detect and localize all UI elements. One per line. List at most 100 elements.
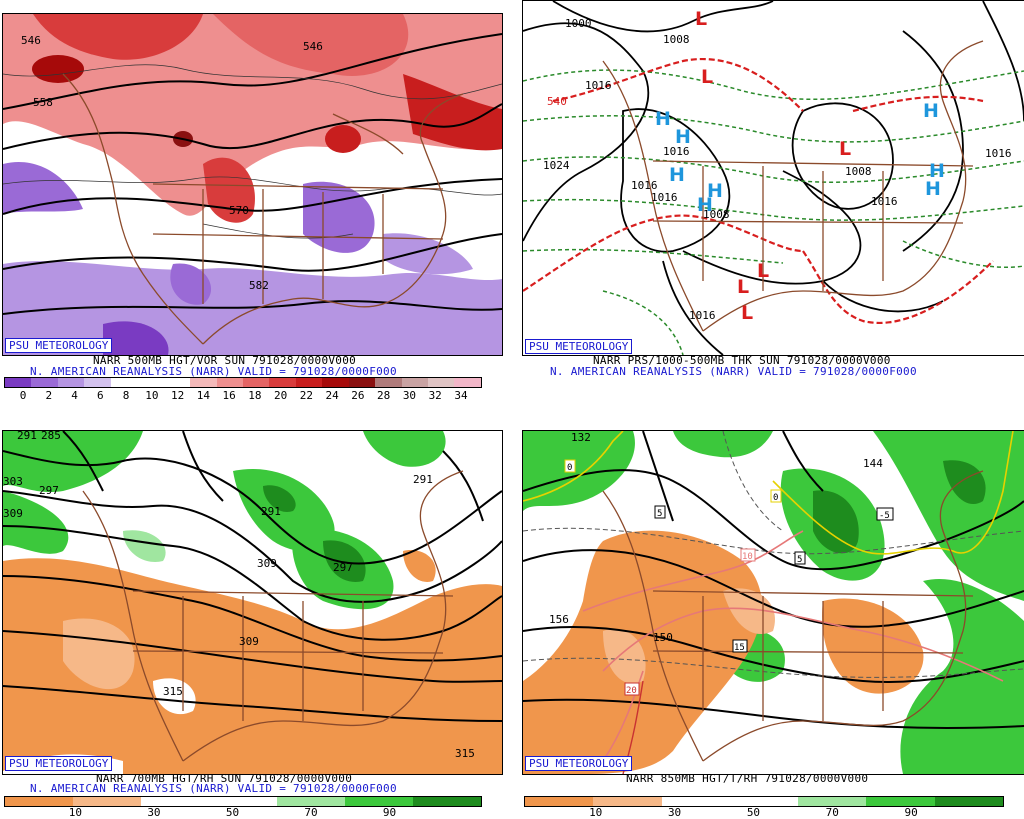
colorbar-swatch [866, 797, 935, 806]
colorbar-tick-label: 10 [68, 806, 83, 819]
map-500mb-graphic: 546 558 546 570 582 [3, 14, 502, 355]
rh-colorbar [524, 796, 1004, 807]
temperature-label: 20 [626, 686, 637, 696]
colorbar-tick-label: 0 [19, 389, 27, 402]
high-pressure-marker: H [925, 178, 941, 200]
map-caption: NARR 500MB HGT/VOR SUN 791028/0000V000 [93, 354, 357, 367]
temperature-label: 10 [742, 552, 753, 562]
isobar-label: 1016 [651, 191, 678, 204]
contour-label: 303 [3, 475, 23, 488]
colorbar-tick-label: 50 [746, 806, 761, 819]
low-pressure-marker: L [737, 276, 749, 298]
contour-label: 309 [239, 635, 259, 648]
colorbar-tick-label: 50 [225, 806, 240, 819]
contour-label: 315 [163, 685, 183, 698]
psu-meteorology-badge: PSU METEOROLOGY [525, 339, 633, 354]
isobar-label: 1000 [565, 17, 592, 30]
map-700mb: 291 285 297 303 309 291 297 291 309 309 … [2, 430, 503, 775]
isobar-label: 1016 [585, 79, 612, 92]
thickness-label: 540 [547, 95, 567, 108]
colorbar-swatch [322, 378, 349, 387]
rh-colorbar-ticks: 10 30 50 70 90 [4, 806, 480, 819]
map-pressure-graphic: 1000 1008 1016 1024 1016 1016 1016 1008 … [523, 1, 1024, 355]
colorbar-tick-label: 34 [454, 389, 468, 402]
map-subcaption: N. AMERICAN REANALYSIS (NARR) VALID = 79… [550, 365, 917, 378]
contour-label: 582 [249, 279, 269, 292]
colorbar-tick-label: 30 [402, 389, 417, 402]
high-pressure-marker: H [929, 160, 945, 182]
map-500mb: 546 558 546 570 582 PSU METEOROLOGY [2, 13, 503, 356]
colorbar-swatch [729, 797, 799, 806]
contour-label: 291 [17, 431, 37, 442]
colorbar-tick-label: 22 [299, 389, 314, 402]
contour-label: 546 [303, 40, 323, 53]
rh-colorbar-ticks: 10 30 50 70 90 [524, 806, 1002, 819]
colorbar-swatch [277, 797, 345, 806]
psu-meteorology-badge: PSU METEOROLOGY [5, 756, 113, 771]
isobar-label: 1008 [703, 208, 730, 221]
low-pressure-marker: L [695, 8, 707, 30]
colorbar-swatch [163, 378, 191, 387]
colorbar-tick-label: 24 [325, 389, 339, 402]
psu-meteorology-badge: PSU METEOROLOGY [5, 338, 113, 353]
map-850mb-graphic: 132 144 156 150 0 0 -5 5 5 10 15 [523, 431, 1024, 774]
colorbar-swatch [137, 378, 164, 387]
high-pressure-marker: H [707, 180, 723, 202]
map-caption: NARR PRS/1000-500MB THK SUN 791028/0000V… [593, 354, 891, 367]
low-pressure-marker: L [839, 138, 851, 160]
colorbar-tick-label: 10 [589, 806, 603, 819]
colorbar-tick-label: 28 [377, 389, 391, 402]
isobar-label: 1024 [543, 159, 570, 172]
contour-label: 546 [21, 34, 41, 47]
colorbar-swatch [413, 797, 481, 806]
rh-colorbar [4, 796, 482, 807]
contour-label: 297 [333, 561, 353, 574]
colorbar-tick-label: 6 [97, 389, 104, 402]
colorbar-swatch [375, 378, 402, 387]
isobar-label: 1016 [663, 145, 690, 158]
map-subcaption: N. AMERICAN REANALYSIS (NARR) VALID = 79… [30, 365, 397, 378]
map-850mb: 132 144 156 150 0 0 -5 5 5 10 15 [522, 430, 1024, 775]
colorbar-tick-label: 16 [222, 389, 236, 402]
colorbar-swatch [593, 797, 662, 806]
colorbar-swatch [57, 378, 85, 387]
high-pressure-marker: H [669, 164, 685, 186]
colorbar-swatch [31, 378, 58, 387]
colorbar-swatch [348, 378, 376, 387]
colorbar-tick-label: 32 [428, 389, 442, 402]
low-pressure-marker: L [701, 66, 713, 88]
colorbar-tick-label: 90 [382, 806, 397, 819]
low-pressure-marker: L [757, 260, 769, 282]
colorbar-swatch [110, 378, 138, 387]
contour-label: 558 [33, 96, 53, 109]
colorbar-swatch [209, 797, 277, 806]
colorbar-swatch [141, 797, 209, 806]
contour-label: 570 [229, 204, 249, 217]
colorbar-swatch [525, 797, 594, 806]
contour-label: 291 [413, 473, 433, 486]
temperature-label: 0 [567, 463, 572, 473]
colorbar-swatch [934, 797, 1003, 806]
temperature-label: -5 [879, 511, 890, 521]
high-pressure-marker: H [675, 126, 691, 148]
colorbar-swatch [73, 797, 141, 806]
low-pressure-marker: L [741, 302, 753, 324]
contour-label: 285 [41, 431, 61, 442]
colorbar-tick-label: 4 [71, 389, 78, 402]
colorbar-tick-label: 8 [122, 389, 130, 402]
colorbar-tick-label: 10 [145, 389, 159, 402]
contour-label: 144 [863, 457, 883, 470]
colorbar-swatch [5, 378, 32, 387]
vorticity-colorbar [4, 377, 482, 388]
high-pressure-marker: H [697, 194, 713, 216]
high-pressure-marker: H [923, 100, 939, 122]
colorbar-swatch [295, 378, 323, 387]
map-caption: NARR 850MB HGT/T/RH 791028/0000V000 [626, 772, 869, 785]
colorbar-swatch [428, 378, 455, 387]
map-subcaption: N. AMERICAN REANALYSIS (NARR) VALID = 79… [30, 782, 397, 795]
colorbar-tick-label: 14 [196, 389, 210, 402]
colorbar-tick-label: 12 [170, 389, 185, 402]
map-700mb-graphic: 291 285 297 303 309 291 297 291 309 309 … [3, 431, 502, 774]
high-pressure-marker: H [655, 108, 671, 130]
isobar-label: 1008 [663, 33, 690, 46]
